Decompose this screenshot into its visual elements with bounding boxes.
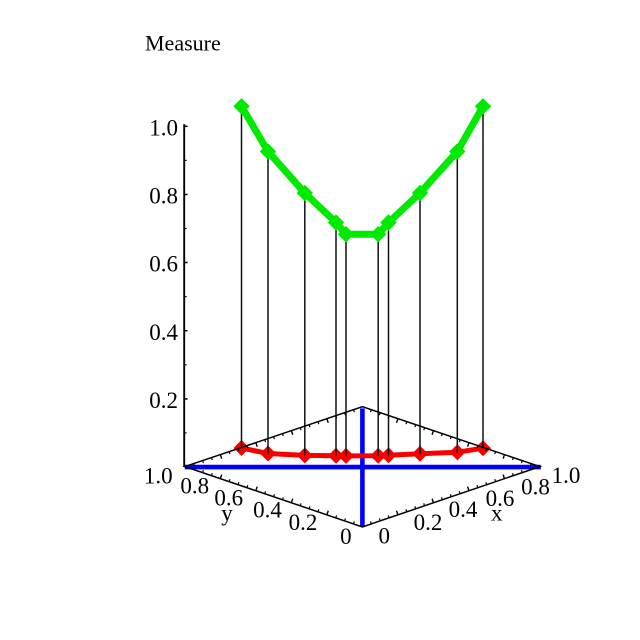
svg-text:0: 0	[340, 524, 352, 549]
svg-text:0.4: 0.4	[149, 320, 178, 345]
svg-text:0.8: 0.8	[521, 475, 550, 500]
svg-text:1.0: 1.0	[149, 116, 178, 141]
svg-text:0: 0	[379, 524, 391, 549]
svg-text:0.2: 0.2	[414, 510, 443, 535]
svg-text:0.6: 0.6	[486, 486, 515, 511]
svg-text:1.0: 1.0	[144, 463, 173, 488]
svg-text:y: y	[221, 500, 233, 525]
svg-text:0.6: 0.6	[214, 485, 243, 510]
svg-text:x: x	[491, 501, 503, 526]
svg-text:1.0: 1.0	[552, 463, 581, 488]
svg-text:0.8: 0.8	[180, 474, 209, 499]
svg-text:0.4: 0.4	[253, 498, 282, 523]
svg-text:0.4: 0.4	[449, 497, 478, 522]
svg-text:0.8: 0.8	[149, 184, 178, 209]
svg-text:0.2: 0.2	[149, 388, 178, 413]
svg-text:0.6: 0.6	[149, 252, 178, 277]
svg-text:Measure: Measure	[145, 31, 221, 56]
svg-text:0.2: 0.2	[289, 510, 318, 535]
